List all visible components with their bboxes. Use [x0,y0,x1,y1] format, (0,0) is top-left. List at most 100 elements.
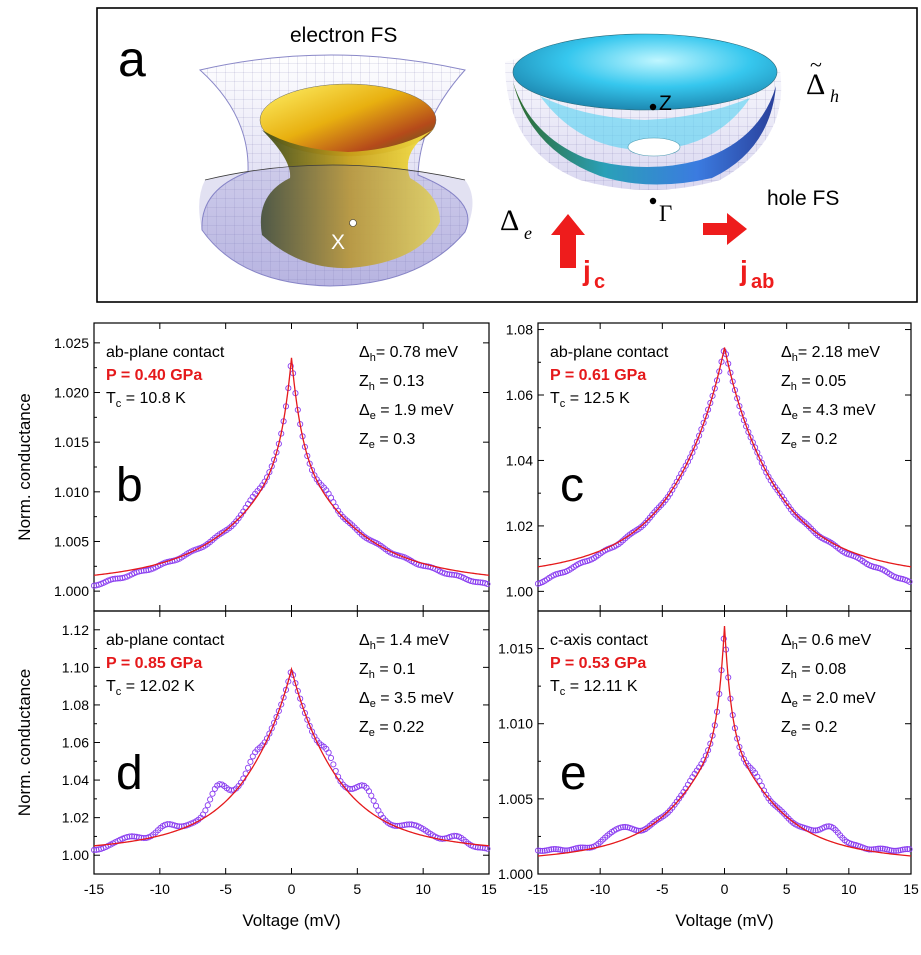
data-point [534,847,542,854]
fit-curve [93,357,490,576]
data-point [327,494,335,501]
data-point [543,847,551,854]
jab-arrow [703,213,747,245]
data-point [325,749,332,756]
fit-parameter: Ze = 0.2 [781,431,837,451]
data-point [877,845,884,852]
fit-parameter: Δe = 3.5 meV [359,690,454,710]
y-tick-label: 1.06 [62,735,89,751]
y-tick-label: 1.015 [498,641,533,657]
y-tick-label: 1.04 [506,452,533,468]
panel-letter: b [116,459,143,512]
pressure-label: P = 0.85 GPa [106,655,202,672]
data-point [555,846,562,853]
y-tick-label: 1.04 [62,772,89,788]
data-point [550,846,557,853]
data-point [557,846,564,853]
x-tick-label: -10 [590,881,610,897]
fit-parameter: Δe = 2.0 meV [781,690,876,710]
data-point [881,845,888,853]
data-point [633,827,640,834]
data-point [904,846,911,853]
fit-parameter: Zh = 0.1 [359,661,415,681]
data-point [707,399,714,406]
pressure-label: P = 0.53 GPa [550,655,646,672]
y-tick-label: 1.06 [506,387,533,403]
data-point [897,847,904,854]
data-point [126,833,133,840]
y-tick-label: 1.00 [62,847,89,863]
x-tick-label: -15 [528,881,548,897]
y-tick-label: 1.000 [54,583,89,599]
hole-fs-label: hole FS [767,187,839,210]
fit-curve [93,666,490,847]
data-point [698,426,705,433]
fit-parameter: Δe = 4.3 meV [781,402,876,422]
x-tick-label: -15 [84,881,104,897]
x-tick-label: -10 [150,881,170,897]
tc-label: Tc = 12.5 K [550,390,630,410]
delta-e-subscript: e [524,223,532,243]
jc-label: j [582,255,591,286]
data-point [356,782,363,789]
data-point [268,725,275,732]
data-point [812,827,819,834]
data-point [868,846,875,853]
data-point [372,802,380,809]
data-point [202,807,209,814]
data-point [278,701,285,708]
y-tick-label: 1.12 [62,622,89,638]
electron-fs-label: electron FS [290,24,397,47]
x-tick-label: 15 [903,881,919,897]
point-x-label: X [331,231,345,254]
contact-label: ab-plane contact [106,632,225,649]
x-tick-label: -5 [219,881,232,897]
y-tick-label: 1.000 [498,866,533,882]
fit-parameter: Δh= 2.18 meV [781,344,880,364]
data-point [886,847,893,854]
data-point [689,449,696,456]
data-point [575,844,582,851]
panel-c: 1.00 1.02 1.04 1.06 1.08 ab-plane contact P = … [506,322,913,612]
data-point [754,449,761,456]
point-gamma-label: Γ [659,201,672,226]
pressure-label: P = 0.40 GPa [106,367,202,384]
data-point [370,797,377,804]
data-point [244,764,252,771]
data-point [906,846,913,853]
point-x-marker [349,219,357,227]
data-point [901,846,909,853]
fit-curve [537,347,912,568]
y-tick-label: 1.02 [62,810,89,826]
data-point [906,578,913,585]
fit-parameter: Zh = 0.08 [781,661,846,681]
hole-fermi-surface [505,33,782,205]
data-point [586,844,593,851]
contact-label: ab-plane contact [106,344,225,361]
x-axis-label: Voltage (mV) [675,911,773,930]
data-point [758,459,765,466]
data-point [734,395,741,402]
fit-parameter: Δh= 0.78 meV [359,344,458,364]
data-point [301,709,308,717]
data-point [893,847,900,854]
data-point [749,439,756,446]
y-tick-label: 1.005 [498,791,533,807]
fit-parameter: Ze = 0.3 [359,431,415,451]
data-point [138,834,145,841]
pressure-label: P = 0.61 GPa [550,367,646,384]
data-point [299,702,306,710]
y-tick-label: 1.02 [506,518,533,534]
fit-parameter: Zh = 0.05 [781,373,846,393]
jc-subscript: c [594,271,605,293]
y-tick-label: 1.025 [54,335,89,351]
panel-a-frame [96,7,918,303]
data-point [866,846,873,853]
y-tick-label: 1.010 [54,484,89,500]
contact-label: c-axis contact [550,632,648,649]
panel-letter: e [560,747,587,800]
data-point [541,847,548,854]
panel-a: a electron FS X Δ e Z Γ hole [96,7,918,303]
fit-parameter: Δe = 1.9 meV [359,402,454,422]
